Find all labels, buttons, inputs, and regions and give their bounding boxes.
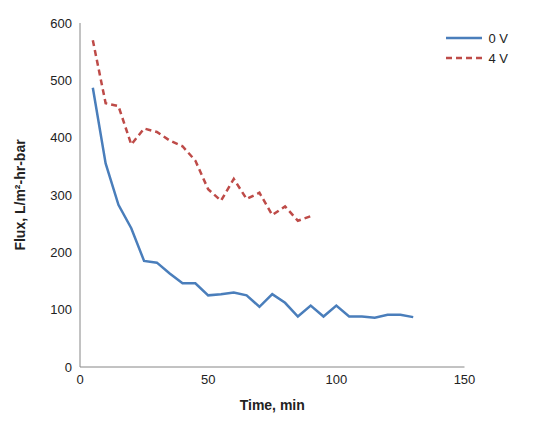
svg-text:Time, min: Time, min <box>240 397 305 413</box>
svg-text:400: 400 <box>50 130 72 145</box>
svg-text:100: 100 <box>50 302 72 317</box>
svg-text:500: 500 <box>50 73 72 88</box>
svg-text:100: 100 <box>325 372 347 387</box>
svg-text:300: 300 <box>50 188 72 203</box>
svg-text:0: 0 <box>76 372 83 387</box>
svg-text:Flux, L/m²-hr-bar: Flux, L/m²-hr-bar <box>12 139 28 251</box>
svg-text:600: 600 <box>50 16 72 31</box>
html-text:4 V: 4 V <box>488 50 508 66</box>
svg-text:0: 0 <box>65 360 72 375</box>
svg-text:50: 50 <box>201 372 215 387</box>
svg-text:150: 150 <box>454 372 476 387</box>
html-text:0 V: 0 V <box>488 30 508 46</box>
svg-text:200: 200 <box>50 245 72 260</box>
